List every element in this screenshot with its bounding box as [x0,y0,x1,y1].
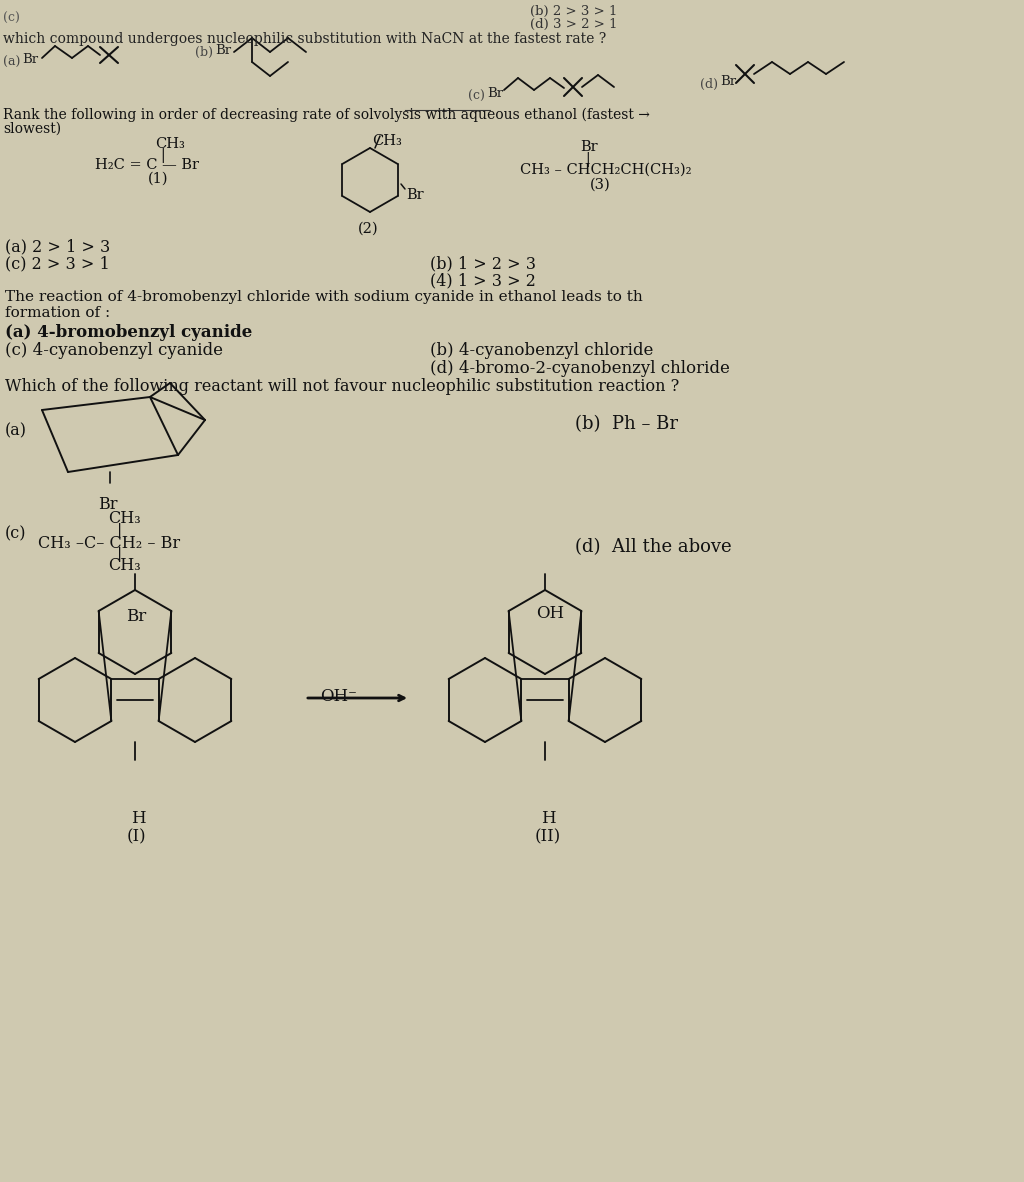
Text: |: | [117,547,122,561]
Text: (a) 2 > 1 > 3: (a) 2 > 1 > 3 [5,238,111,255]
Text: (b) 4-cyanobenzyl chloride: (b) 4-cyanobenzyl chloride [430,342,653,359]
Text: Br: Br [126,608,146,625]
Text: (II): (II) [535,829,561,845]
Text: |: | [585,152,590,167]
Text: CH₃: CH₃ [155,137,185,151]
Text: Br: Br [406,188,424,202]
Text: (a): (a) [5,422,27,439]
Text: CH₃: CH₃ [108,509,140,527]
Text: Br: Br [22,53,38,66]
Text: which compound undergoes nucleophilic substitution with NaCN at the fastest rate: which compound undergoes nucleophilic su… [3,32,606,46]
Text: (c): (c) [5,525,27,543]
Text: OH: OH [536,605,564,622]
Text: CH₃: CH₃ [108,557,140,574]
Text: Br: Br [487,87,503,100]
Text: H: H [131,810,145,827]
Text: H₂C = C — Br: H₂C = C — Br [95,158,199,173]
Text: (b) 1 > 2 > 3: (b) 1 > 2 > 3 [430,255,536,272]
Text: Br: Br [98,496,118,513]
Text: CH₃: CH₃ [372,134,401,148]
Text: Rank the following in order of decreasing rate of solvolysis with aqueous ethano: Rank the following in order of decreasin… [3,108,650,123]
Text: (1): (1) [147,173,168,186]
Text: CH₃ –C– CH₂ – Br: CH₃ –C– CH₂ – Br [38,535,180,552]
Text: Br: Br [580,139,598,154]
Text: (d) 4-bromo-2-cyanobenzyl chloride: (d) 4-bromo-2-cyanobenzyl chloride [430,361,730,377]
Text: The reaction of 4-bromobenzyl chloride with sodium cyanide in ethanol leads to t: The reaction of 4-bromobenzyl chloride w… [5,290,643,304]
Text: (b) 2 > 3 > 1: (b) 2 > 3 > 1 [530,5,617,18]
Text: (b)  Ph – Br: (b) Ph – Br [575,415,678,433]
Text: (c): (c) [468,90,485,103]
Text: formation of :: formation of : [5,306,111,320]
Text: |: | [160,148,165,163]
Text: Which of the following reactant will not favour nucleophilic substitution reacti: Which of the following reactant will not… [5,378,679,395]
Text: (I): (I) [127,829,146,845]
Text: slowest): slowest) [3,122,61,136]
Text: (d) 3 > 2 > 1: (d) 3 > 2 > 1 [530,18,617,31]
Text: (d): (d) [700,78,718,91]
Text: (d)  All the above: (d) All the above [575,538,731,556]
Text: (3): (3) [590,178,610,191]
Text: (c) 4-cyanobenzyl cyanide: (c) 4-cyanobenzyl cyanide [5,342,223,359]
Text: CH₃ – CHCH₂CH(CH₃)₂: CH₃ – CHCH₂CH(CH₃)₂ [520,163,691,177]
Text: (a) 4-bromobenzyl cyanide: (a) 4-bromobenzyl cyanide [5,324,252,340]
Text: (c) 2 > 3 > 1: (c) 2 > 3 > 1 [5,255,110,272]
Text: Br: Br [720,74,736,87]
Text: (4) 1 > 3 > 2: (4) 1 > 3 > 2 [430,272,536,290]
Text: |: | [117,522,122,538]
Text: (a): (a) [3,56,20,69]
Text: (c): (c) [3,12,19,25]
Text: Br: Br [215,44,231,57]
Text: H: H [541,810,556,827]
Text: (2): (2) [357,222,378,236]
Text: (b): (b) [195,46,213,59]
Text: OH⁻: OH⁻ [319,688,357,704]
